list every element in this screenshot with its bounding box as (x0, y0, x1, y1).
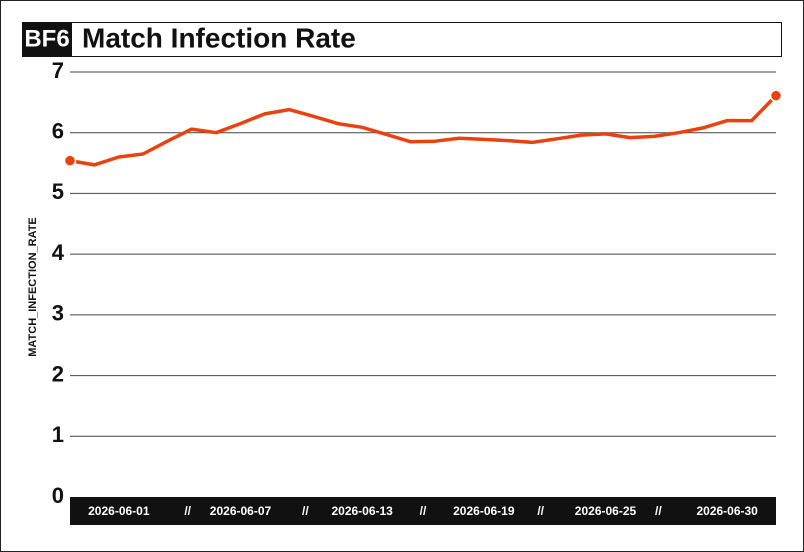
y-tick-label: 5 (52, 179, 64, 204)
y-tick-label: 4 (52, 240, 65, 265)
x-tick-separator: // (655, 504, 662, 518)
end-marker (769, 89, 783, 102)
x-axis-bar (70, 497, 776, 525)
x-tick-separator: // (184, 504, 191, 518)
y-tick-label: 2 (52, 361, 64, 386)
x-tick-label: 2026-06-07 (210, 504, 272, 518)
y-tick-label: 7 (52, 58, 64, 83)
title-box (22, 22, 782, 57)
x-tick-label: 2026-06-25 (575, 504, 637, 518)
x-tick-label: 2026-06-01 (88, 504, 150, 518)
line (69, 94, 778, 167)
x-tick-label: 2026-06-30 (696, 504, 758, 518)
y-tick-label: 6 (52, 119, 64, 144)
x-tick-separator: // (302, 504, 309, 518)
x-tick-label: 2026-06-13 (331, 504, 393, 518)
chart-title: Match Infection Rate (82, 22, 356, 53)
badge-box (22, 22, 72, 57)
y-tick-label: 1 (52, 422, 64, 447)
x-tick-separator: // (537, 504, 544, 518)
y-axis-label: MATCH_INFECTION_RATE (27, 217, 39, 357)
x-tick-label: 2026-06-19 (453, 504, 515, 518)
end-marker (63, 154, 77, 167)
x-tick-separator: // (420, 504, 427, 518)
y-tick-label: 3 (52, 301, 64, 326)
y-tick-label: 0 (52, 483, 64, 508)
badge: BF6 (24, 25, 69, 52)
